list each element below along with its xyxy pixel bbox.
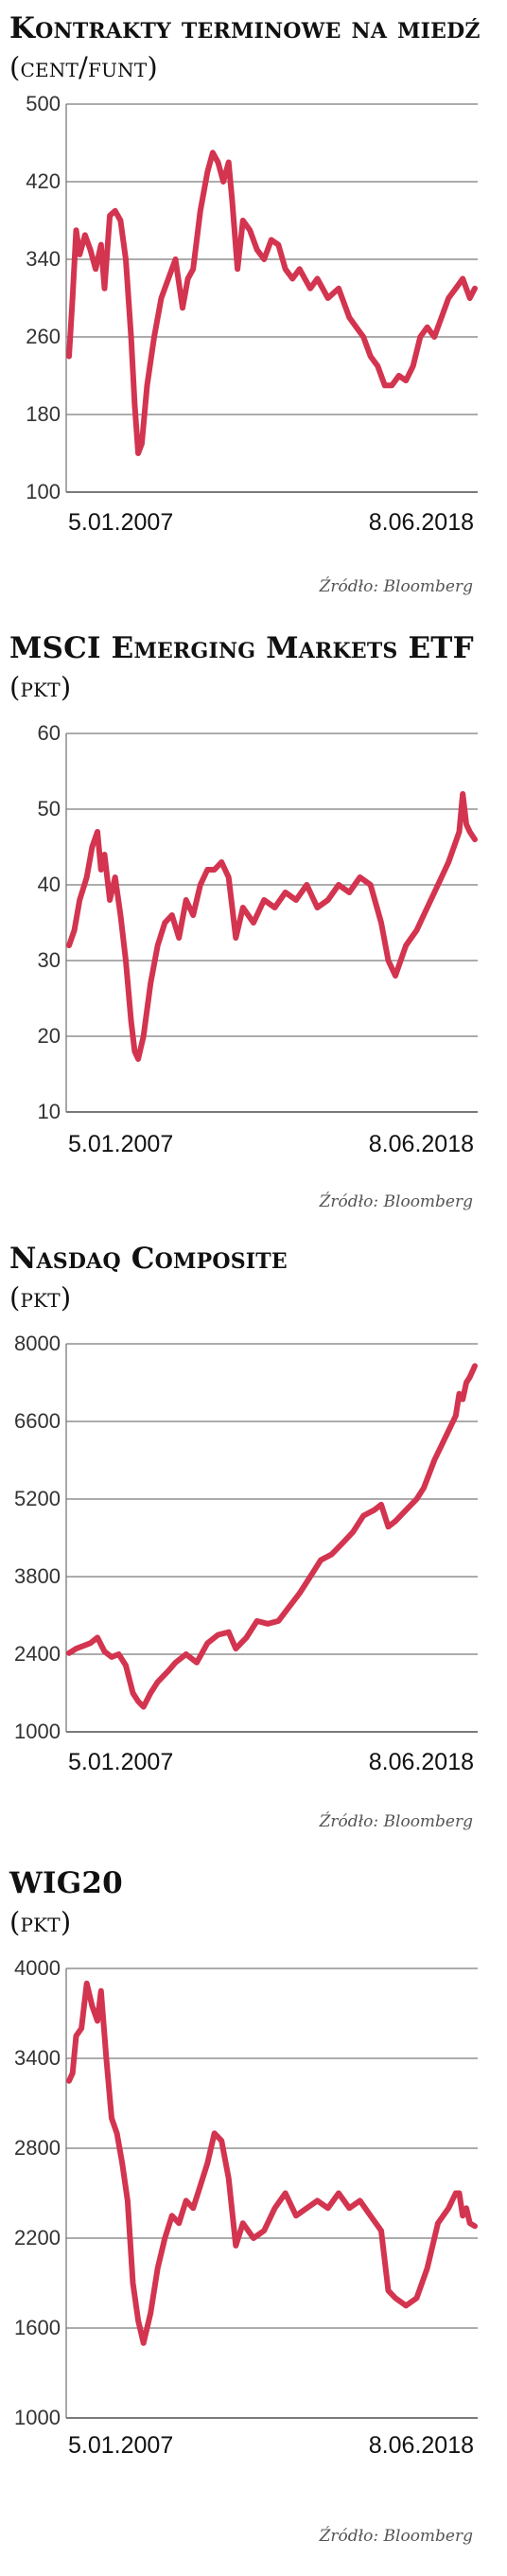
chart-unit: (cent/funt) xyxy=(9,51,158,83)
x-tick-label-end: 8.06.2018 xyxy=(369,1749,474,1775)
chart-unit: (pkt) xyxy=(9,671,72,703)
y-tick-label: 3400 xyxy=(14,2046,61,2070)
y-tick-label: 2200 xyxy=(14,2226,61,2250)
y-tick-label: 40 xyxy=(38,873,61,896)
series-line xyxy=(66,1363,478,1710)
chart-title-text: Kontrakty terminowe na miedź xyxy=(9,11,481,45)
chart-unit: (pkt) xyxy=(9,1281,72,1314)
y-tick-label: 30 xyxy=(38,948,61,972)
source-label: Źródło: Bloomberg xyxy=(319,2527,473,2546)
y-tick-label: 180 xyxy=(26,402,61,426)
x-tick-label-end: 8.06.2018 xyxy=(369,1131,474,1157)
y-tick-label: 2800 xyxy=(14,2136,61,2160)
y-tick-label: 6600 xyxy=(14,1409,61,1433)
chart-title: Nasdaq Composite (pkt) xyxy=(9,1240,501,1317)
series-line xyxy=(66,150,478,456)
y-tick-label: 420 xyxy=(26,169,61,193)
chart-title-text: MSCI Emerging Markets ETF xyxy=(9,631,474,665)
chart-wig20: WIG20 (pkt) 1000 1600 2200 2800 3400 4000 5.01… xyxy=(0,1864,507,2576)
plot-area: 1000 1600 2200 2800 3400 4000 5.01.2007 8.06.20… xyxy=(0,1959,507,2470)
chart-title-text: Nasdaq Composite xyxy=(9,1242,288,1276)
x-tick-label-start: 5.01.2007 xyxy=(68,1131,173,1157)
chart-copper: Kontrakty terminowe na miedź (cent/funt)… xyxy=(0,9,507,625)
chart-unit: (pkt) xyxy=(9,1906,72,1938)
y-tick-label: 60 xyxy=(38,724,61,745)
plot-area: 100 180 260 340 420 500 5.01.2007 8.06.2018 xyxy=(0,95,507,549)
source-label: Źródło: Bloomberg xyxy=(319,577,473,596)
line-chart-copper: 100 180 260 340 420 500 5.01.2007 8.06.2018 xyxy=(26,95,478,536)
plot-area: 1000 2400 3800 5200 6600 8000 5.01.2007 8.06.20… xyxy=(0,1334,507,1789)
source-label: Źródło: Bloomberg xyxy=(319,1192,473,1211)
y-tick-label: 1000 xyxy=(14,1720,61,1743)
line-chart-msci: 10 20 30 40 50 60 5.01.2007 8.06.2018 xyxy=(38,724,478,1157)
chart-nasdaq: Nasdaq Composite (pkt) 1000 2400 3800 5200 6… xyxy=(0,1240,507,1855)
series-line xyxy=(66,791,478,1062)
y-tick-label: 8000 xyxy=(14,1334,61,1355)
y-tick-label: 2400 xyxy=(14,1642,61,1666)
y-tick-label: 20 xyxy=(38,1024,61,1048)
y-tick-label: 100 xyxy=(26,480,61,503)
x-tick-label-start: 5.01.2007 xyxy=(68,1749,173,1775)
x-tick-label-start: 5.01.2007 xyxy=(68,509,173,536)
plot-area: 10 20 30 40 50 60 5.01.2007 8.06.2018 xyxy=(0,724,507,1173)
chart-title-text: WIG20 xyxy=(9,1866,123,1900)
y-tick-label: 10 xyxy=(38,1100,61,1123)
y-tick-label: 500 xyxy=(26,95,61,115)
source-label: Źródło: Bloomberg xyxy=(319,1812,473,1831)
chart-title: MSCI Emerging Markets ETF (pkt) xyxy=(9,629,501,707)
chart-title: Kontrakty terminowe na miedź (cent/funt) xyxy=(9,9,501,87)
x-tick-label-start: 5.01.2007 xyxy=(68,2432,173,2459)
y-tick-label: 1000 xyxy=(14,2406,61,2429)
y-tick-label: 260 xyxy=(26,325,61,348)
y-tick-label: 50 xyxy=(38,797,61,820)
series-line xyxy=(66,1980,478,2346)
chart-title: WIG20 (pkt) xyxy=(9,1864,501,1942)
x-tick-label-end: 8.06.2018 xyxy=(369,2432,474,2459)
chart-msci: MSCI Emerging Markets ETF (pkt) 10 20 30 40… xyxy=(0,629,507,1235)
y-tick-label: 340 xyxy=(26,247,61,271)
y-tick-label: 5200 xyxy=(14,1487,61,1510)
line-chart-nasdaq: 1000 2400 3800 5200 6600 8000 5.01.2007 8.06.20… xyxy=(14,1334,478,1775)
y-tick-label: 3800 xyxy=(14,1564,61,1588)
y-tick-label: 1600 xyxy=(14,2316,61,2339)
line-chart-wig20: 1000 1600 2200 2800 3400 4000 5.01.2007 8.06.20… xyxy=(14,1959,478,2459)
y-tick-label: 4000 xyxy=(14,1959,61,1980)
x-tick-label-end: 8.06.2018 xyxy=(369,509,474,536)
